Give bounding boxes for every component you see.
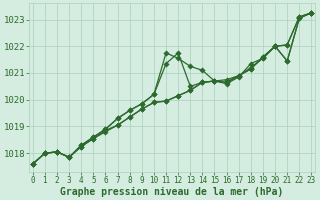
X-axis label: Graphe pression niveau de la mer (hPa): Graphe pression niveau de la mer (hPa) <box>60 186 284 197</box>
